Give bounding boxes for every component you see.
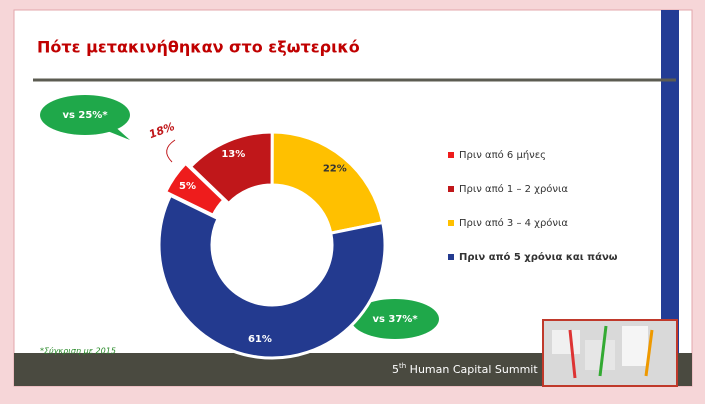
segment-label: 22%: [323, 163, 347, 174]
footer-suffix: th: [399, 362, 406, 370]
callout-text: vs 37%*: [372, 314, 418, 325]
legend-label: Πριν από 5 χρόνια και πάνω: [459, 251, 618, 263]
legend-swatch: [448, 220, 454, 226]
side-bar: [661, 10, 679, 353]
chart-title: Πότε μετακινήθηκαν στο εξωτερικό: [37, 38, 360, 57]
slide: Πότε μετακινήθηκαν στο εξωτερικό 5th Hum…: [0, 0, 705, 404]
legend-swatch: [448, 254, 454, 260]
callout-text: vs 25%*: [62, 110, 108, 121]
legend-swatch: [448, 152, 454, 158]
footnote: *Σύγκριση με 2015: [40, 347, 116, 356]
footer-words: Human Capital Summit: [406, 363, 538, 376]
legend-label: Πριν από 1 – 2 χρόνια: [459, 183, 568, 195]
segment-label: 13%: [221, 149, 245, 160]
legend-label: Πριν από 3 – 4 χρόνια: [459, 217, 568, 229]
segment-label: 61%: [248, 334, 272, 345]
stairs-image: [543, 320, 677, 386]
segment-label: 5%: [179, 181, 196, 192]
footer-text: 5th Human Capital Summit: [392, 362, 538, 376]
legend-label: Πριν από 6 μήνες: [459, 149, 546, 161]
legend-swatch: [448, 186, 454, 192]
footer-ordinal: 5: [392, 363, 399, 376]
